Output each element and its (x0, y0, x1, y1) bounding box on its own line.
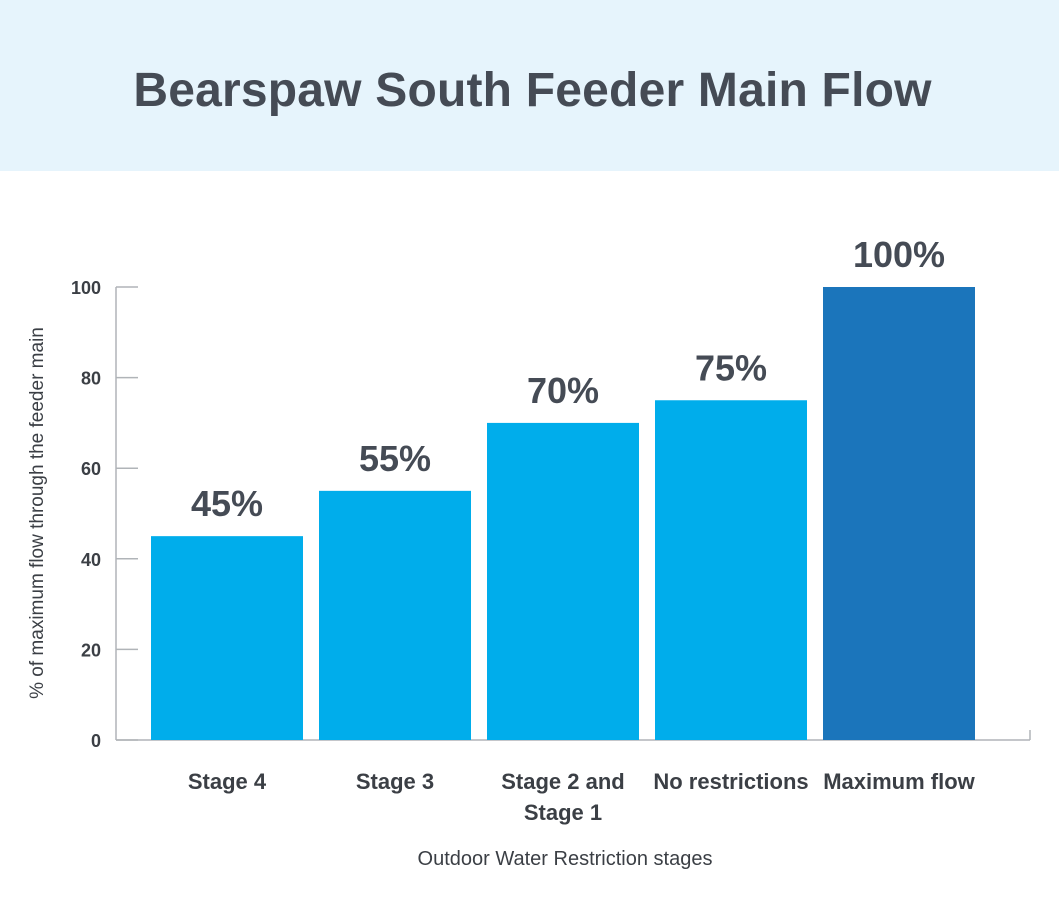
y-tick-label: 60 (81, 459, 101, 479)
bar (487, 422, 639, 740)
y-tick-label: 20 (81, 640, 101, 660)
title-banner (0, 0, 1059, 171)
x-tick-label: No restrictions (653, 769, 808, 794)
bar-value-label: 55% (359, 438, 431, 479)
bar-value-label: 75% (695, 347, 767, 388)
bar (151, 536, 303, 740)
bar-value-label: 45% (191, 483, 263, 524)
bar (319, 490, 471, 740)
chart-title: Bearspaw South Feeder Main Flow (133, 64, 932, 117)
x-axis-label: Outdoor Water Restriction stages (417, 848, 713, 870)
x-tick-label: Stage 2 and (501, 769, 624, 794)
y-tick-label: 40 (81, 550, 101, 570)
bar (823, 287, 975, 740)
y-tick-label: 100 (71, 278, 101, 298)
x-tick-label: Stage 4 (188, 769, 267, 794)
x-tick-label: Stage 1 (524, 800, 602, 825)
x-tick-label: Maximum flow (823, 769, 975, 794)
y-tick-label: 80 (81, 369, 101, 389)
y-axis-label: % of maximum flow through the feeder mai… (27, 327, 48, 699)
bar (655, 400, 807, 740)
bar-value-label: 70% (527, 370, 599, 411)
bar-value-label: 100% (853, 234, 945, 275)
y-tick-label: 0 (91, 731, 101, 751)
x-tick-label: Stage 3 (356, 769, 434, 794)
